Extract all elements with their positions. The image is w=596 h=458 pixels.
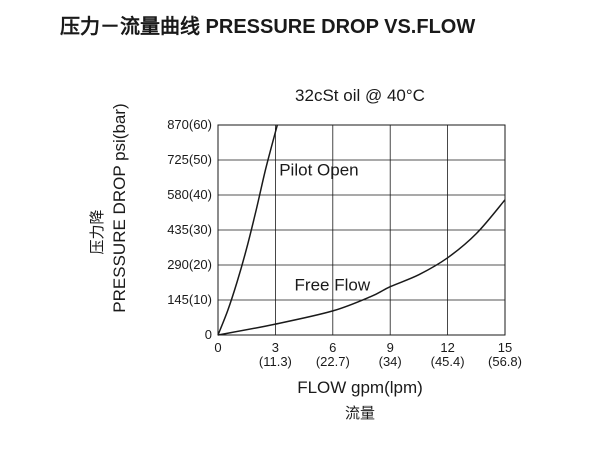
chart-title: 压力－流量曲线 PRESSURE DROP VS.FLOW	[60, 16, 476, 38]
x-tick-label-1: 3	[272, 340, 279, 355]
x-tick-sublabel-2: (22.7)	[316, 354, 350, 369]
grid	[218, 124, 506, 335]
x-tick-label-3: 9	[387, 340, 394, 355]
x-tick-sublabel-1: (11.3)	[259, 354, 292, 369]
x-axis-label: FLOW gpm(lpm)	[297, 378, 423, 397]
y-tick-label-2: 290(20)	[167, 257, 212, 272]
y-axis-label: PRESSURE DROP psi(bar)	[110, 103, 129, 312]
y-tick-label-6: 870(60)	[167, 117, 212, 132]
y-axis-label-cn: 压力降	[88, 209, 106, 254]
x-tick-sublabel-5: (56.8)	[488, 354, 522, 369]
y-tick-label-4: 580(40)	[167, 187, 212, 202]
x-tick-sublabel-4: (45.4)	[431, 354, 465, 369]
annotation-pilot-open: Pilot Open	[279, 161, 358, 180]
annotations: Pilot Open Free Flow	[279, 161, 371, 295]
series-line-free-flow	[217, 199, 506, 336]
x-tick-label-4: 12	[440, 340, 454, 355]
annotation-free-flow: Free Flow	[295, 275, 371, 294]
axes	[217, 124, 506, 336]
x-tick-sublabel-3: (34)	[379, 354, 402, 369]
x-tick-label-0: 0	[214, 340, 221, 355]
curves	[217, 124, 506, 336]
y-tick-label-3: 435(30)	[167, 222, 212, 237]
y-tick-label-5: 725(50)	[167, 152, 212, 167]
tick-labels: 0 145(10) 290(20) 435(30) 580(40) 725(50) 870(…	[167, 117, 522, 369]
chart-subtitle: 32cSt oil @ 40°C	[295, 86, 425, 105]
y-tick-label-0: 0	[205, 327, 212, 342]
x-tick-label-2: 6	[329, 340, 336, 355]
plot-frame	[217, 124, 506, 336]
series-line-pilot-open	[217, 124, 279, 336]
x-axis-label-cn: 流量	[345, 404, 375, 422]
x-tick-label-5: 15	[498, 340, 512, 355]
y-tick-label-1: 145(10)	[167, 292, 212, 307]
